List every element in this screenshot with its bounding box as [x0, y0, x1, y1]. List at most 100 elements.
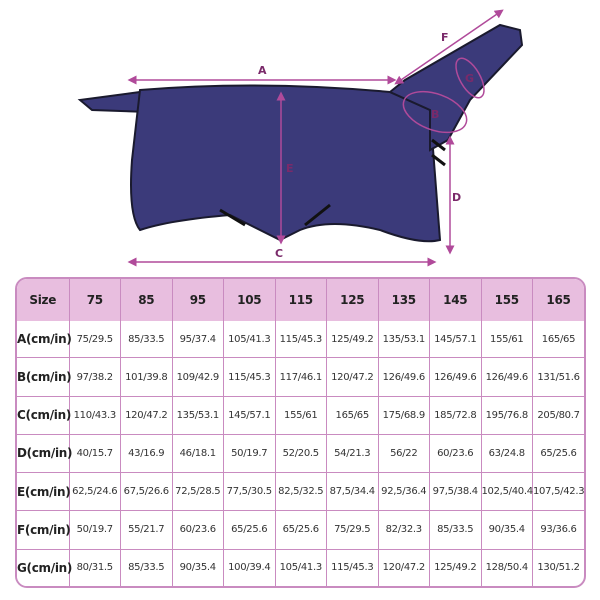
label-g: G [465, 72, 474, 85]
table-cell: 125/49.2 [326, 321, 379, 359]
table-cell: 75/29.5 [68, 321, 121, 359]
table-cell: 135/53.1 [377, 321, 430, 359]
table-cell: 115/45.3 [326, 548, 379, 586]
header-size-115: 115 [274, 279, 327, 321]
table-cell: 175/68.9 [377, 395, 430, 435]
table-cell: 90/35.4 [171, 548, 224, 586]
label-d: D [452, 191, 461, 204]
size-table: Size 75 85 95 105 115 125 135 145 155 165 A(cm/in)… [17, 279, 584, 586]
table-cell: 60/23.6 [429, 433, 482, 474]
size-table-container: Size 75 85 95 105 115 125 135 145 155 165 A(cm/in)… [15, 277, 586, 588]
table-cell: 85/33.5 [120, 321, 173, 359]
table-cell: 109/42.9 [171, 357, 224, 397]
table-cell: 125/49.2 [429, 548, 482, 586]
table-cell: 54/21.3 [326, 433, 379, 474]
table-cell: 155/61 [274, 395, 327, 435]
table-cell: 97/38.2 [68, 357, 121, 397]
table-cell: 165/65 [326, 395, 379, 435]
table-row: A(cm/in) 75/29.5 85/33.5 95/37.4 105/41.3 115… [17, 321, 584, 359]
table-cell: 107,5/42.3 [532, 472, 584, 512]
table-cell: 135/53.1 [171, 395, 224, 435]
table-cell: 110/43.3 [68, 395, 121, 435]
header-size-135: 135 [377, 279, 430, 321]
label-b: B [431, 108, 439, 121]
table-cell: 62,5/24.6 [68, 472, 121, 512]
row-label: A(cm/in) [17, 321, 72, 359]
horse-rug-illustration: A B C D E F G [77, 9, 524, 267]
table-cell: 82,5/32.5 [274, 472, 327, 512]
table-cell: 77,5/30.5 [223, 472, 276, 512]
header-row: Size 75 85 95 105 115 125 135 145 155 165 [17, 279, 584, 321]
table-cell: 43/16.9 [120, 433, 173, 474]
table-cell: 105/41.3 [274, 548, 327, 586]
header-size-145: 145 [429, 279, 482, 321]
table-cell: 102,5/40.4 [480, 472, 533, 512]
table-cell: 165/65 [532, 321, 584, 359]
table-cell: 101/39.8 [120, 357, 173, 397]
header-size-95: 95 [171, 279, 224, 321]
table-cell: 56/22 [377, 433, 430, 474]
row-label: C(cm/in) [17, 395, 71, 435]
table-cell: 115/45.3 [223, 357, 276, 397]
table-cell: 65/25.6 [532, 433, 584, 474]
table-cell: 128/50.4 [480, 548, 533, 586]
table-cell: 63/24.8 [480, 433, 533, 474]
table-cell: 126/49.6 [377, 357, 430, 397]
table-cell: 126/49.6 [429, 357, 482, 397]
table-cell: 131/51.6 [532, 357, 584, 397]
table-cell: 130/51.2 [532, 548, 584, 586]
table-cell: 117/46.1 [274, 357, 327, 397]
table-row: C(cm/in) 110/43.3 120/47.2 135/53.1 145/57.1… [17, 395, 584, 435]
table-cell: 50/19.7 [68, 510, 121, 550]
table-cell: 155/61 [480, 321, 533, 359]
label-e: E [286, 162, 294, 175]
row-label: B(cm/in) [17, 357, 72, 397]
header-size-125: 125 [326, 279, 379, 321]
header-size-155: 155 [480, 279, 533, 321]
table-cell: 46/18.1 [171, 433, 224, 474]
row-label: E(cm/in) [17, 472, 71, 512]
table-cell: 85/33.5 [429, 510, 482, 550]
row-label: D(cm/in) [17, 433, 72, 474]
table-cell: 92,5/36.4 [377, 472, 430, 512]
table-cell: 95/37.4 [171, 321, 224, 359]
label-f: F [441, 31, 449, 44]
table-cell: 50/19.7 [223, 433, 276, 474]
header-size: Size [17, 279, 70, 321]
table-row: E(cm/in) 62,5/24.6 67,5/26.6 72,5/28.5 77,5/… [17, 472, 584, 512]
table-cell: 80/31.5 [68, 548, 121, 586]
table-row: D(cm/in) 40/15.7 43/16.9 46/18.1 50/19.7 52/2… [17, 433, 584, 474]
table-cell: 72,5/28.5 [171, 472, 224, 512]
table-cell: 82/32.3 [377, 510, 430, 550]
table-cell: 90/35.4 [480, 510, 533, 550]
header-size-105: 105 [223, 279, 276, 321]
table-row: F(cm/in) 50/19.7 55/21.7 60/23.6 65/25.6 65/2… [17, 510, 584, 550]
table-cell: 65/25.6 [223, 510, 276, 550]
header-size-75: 75 [68, 279, 121, 321]
table-cell: 120/47.2 [377, 548, 430, 586]
table-cell: 126/49.6 [480, 357, 533, 397]
table-cell: 120/47.2 [120, 395, 173, 435]
header-size-165: 165 [532, 279, 584, 321]
table-cell: 55/21.7 [120, 510, 173, 550]
table-cell: 115/45.3 [274, 321, 327, 359]
header-size-85: 85 [120, 279, 173, 321]
table-row: B(cm/in) 97/38.2 101/39.8 109/42.9 115/45.3 1… [17, 357, 584, 397]
row-label: G(cm/in) [17, 548, 72, 586]
table-row: G(cm/in) 80/31.5 85/33.5 90/35.4 100/39.4 105… [17, 548, 584, 586]
table-cell: 40/15.7 [68, 433, 121, 474]
table-cell: 75/29.5 [326, 510, 379, 550]
table-cell: 100/39.4 [223, 548, 276, 586]
table-cell: 93/36.6 [532, 510, 584, 550]
label-c: C [275, 247, 283, 260]
table-cell: 52/20.5 [274, 433, 327, 474]
table-cell: 145/57.1 [429, 321, 482, 359]
table-cell: 97,5/38.4 [429, 472, 482, 512]
row-label: F(cm/in) [17, 510, 71, 550]
table-cell: 60/23.6 [171, 510, 224, 550]
table-cell: 85/33.5 [120, 548, 173, 586]
label-a: A [258, 64, 267, 77]
table-cell: 120/47.2 [326, 357, 379, 397]
table-cell: 195/76.8 [480, 395, 533, 435]
rug-body [130, 84, 442, 243]
